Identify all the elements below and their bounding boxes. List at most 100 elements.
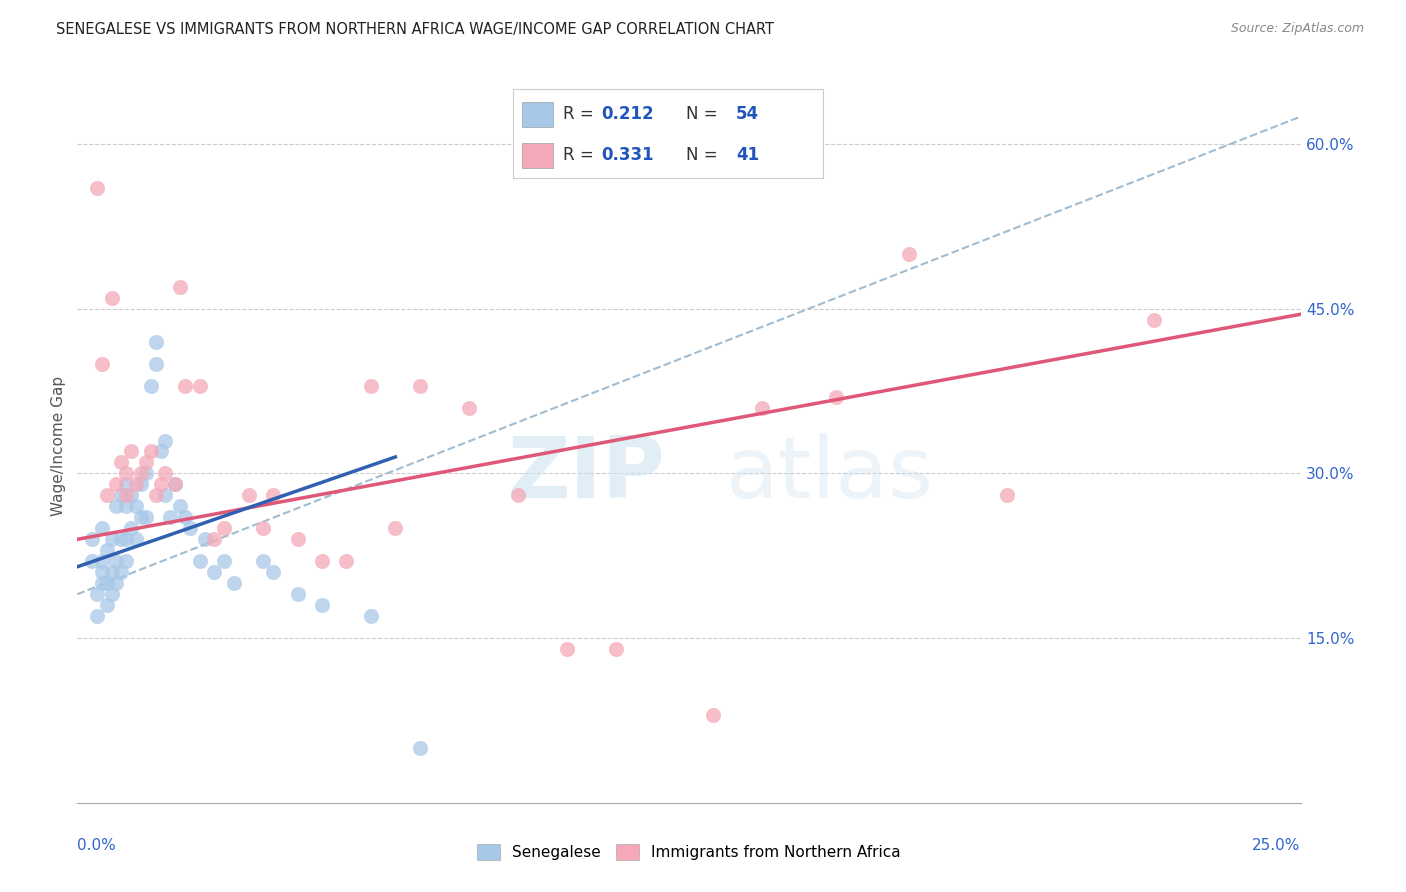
Point bbox=[125, 533, 148, 547]
Point bbox=[90, 357, 112, 371]
Point bbox=[100, 566, 122, 580]
Point bbox=[105, 500, 128, 514]
Point bbox=[135, 455, 157, 469]
Point bbox=[105, 477, 128, 491]
Point bbox=[80, 533, 103, 547]
Point bbox=[262, 566, 284, 580]
Point bbox=[262, 488, 284, 502]
Point bbox=[80, 554, 103, 568]
Text: SENEGALESE VS IMMIGRANTS FROM NORTHERN AFRICA WAGE/INCOME GAP CORRELATION CHART: SENEGALESE VS IMMIGRANTS FROM NORTHERN A… bbox=[56, 22, 775, 37]
Point bbox=[165, 477, 187, 491]
Point bbox=[202, 566, 225, 580]
Point bbox=[90, 576, 112, 591]
Point bbox=[115, 533, 138, 547]
Point bbox=[145, 334, 167, 349]
Point bbox=[212, 554, 235, 568]
Point bbox=[90, 566, 112, 580]
Point bbox=[169, 500, 191, 514]
Point bbox=[96, 576, 118, 591]
Point bbox=[125, 477, 148, 491]
Point bbox=[155, 467, 177, 481]
Point bbox=[115, 488, 138, 502]
Point bbox=[129, 477, 152, 491]
Text: 0.331: 0.331 bbox=[602, 146, 654, 164]
Point bbox=[110, 488, 132, 502]
Bar bbox=[523, 143, 554, 168]
Point bbox=[360, 378, 382, 392]
Point bbox=[129, 467, 152, 481]
Point bbox=[506, 488, 529, 502]
Point bbox=[212, 521, 235, 535]
Point bbox=[222, 576, 245, 591]
Point bbox=[135, 467, 157, 481]
Point bbox=[145, 488, 167, 502]
Text: 54: 54 bbox=[735, 105, 759, 123]
Text: 41: 41 bbox=[735, 146, 759, 164]
Point bbox=[252, 554, 274, 568]
Point bbox=[409, 378, 432, 392]
Point bbox=[159, 510, 181, 524]
Point bbox=[169, 280, 191, 294]
Point bbox=[605, 642, 627, 657]
Point bbox=[193, 533, 215, 547]
Point bbox=[96, 598, 118, 612]
Text: N =: N = bbox=[686, 105, 723, 123]
Point bbox=[110, 455, 132, 469]
Point bbox=[174, 510, 197, 524]
Point bbox=[100, 587, 122, 601]
Point bbox=[120, 521, 142, 535]
Point bbox=[155, 434, 177, 448]
Point bbox=[149, 444, 172, 458]
Point bbox=[110, 533, 132, 547]
Point bbox=[139, 378, 162, 392]
Text: ZIP: ZIP bbox=[506, 433, 665, 516]
Point bbox=[145, 357, 167, 371]
Text: R =: R = bbox=[562, 105, 599, 123]
Point bbox=[384, 521, 406, 535]
Point bbox=[311, 598, 333, 612]
Point bbox=[898, 247, 921, 261]
Point bbox=[86, 181, 108, 195]
Text: Source: ZipAtlas.com: Source: ZipAtlas.com bbox=[1230, 22, 1364, 36]
Point bbox=[105, 576, 128, 591]
Legend: Senegalese, Immigrants from Northern Africa: Senegalese, Immigrants from Northern Afr… bbox=[471, 838, 907, 866]
Point bbox=[555, 642, 578, 657]
Point bbox=[90, 554, 112, 568]
Point bbox=[238, 488, 260, 502]
Point bbox=[100, 291, 122, 305]
Point bbox=[457, 401, 479, 415]
Point bbox=[120, 444, 142, 458]
Point bbox=[824, 390, 846, 404]
Point bbox=[86, 587, 108, 601]
Point bbox=[287, 587, 309, 601]
Text: atlas: atlas bbox=[725, 433, 934, 516]
Point bbox=[96, 488, 118, 502]
Point bbox=[1143, 312, 1166, 326]
Point bbox=[360, 609, 382, 624]
Point bbox=[115, 554, 138, 568]
Y-axis label: Wage/Income Gap: Wage/Income Gap bbox=[51, 376, 66, 516]
Text: 25.0%: 25.0% bbox=[1253, 838, 1301, 854]
Point bbox=[995, 488, 1018, 502]
Point bbox=[188, 378, 211, 392]
Point bbox=[120, 488, 142, 502]
Point bbox=[202, 533, 225, 547]
Text: R =: R = bbox=[562, 146, 599, 164]
Bar bbox=[523, 102, 554, 127]
Point bbox=[165, 477, 187, 491]
Text: 0.0%: 0.0% bbox=[77, 838, 117, 854]
Point bbox=[96, 543, 118, 558]
Point bbox=[155, 488, 177, 502]
Point bbox=[287, 533, 309, 547]
Point bbox=[115, 477, 138, 491]
Point bbox=[100, 533, 122, 547]
Point bbox=[311, 554, 333, 568]
Point bbox=[335, 554, 357, 568]
Text: 0.212: 0.212 bbox=[602, 105, 654, 123]
Point bbox=[179, 521, 201, 535]
Point bbox=[149, 477, 172, 491]
Text: N =: N = bbox=[686, 146, 723, 164]
Point bbox=[125, 500, 148, 514]
Point bbox=[188, 554, 211, 568]
Point bbox=[110, 566, 132, 580]
